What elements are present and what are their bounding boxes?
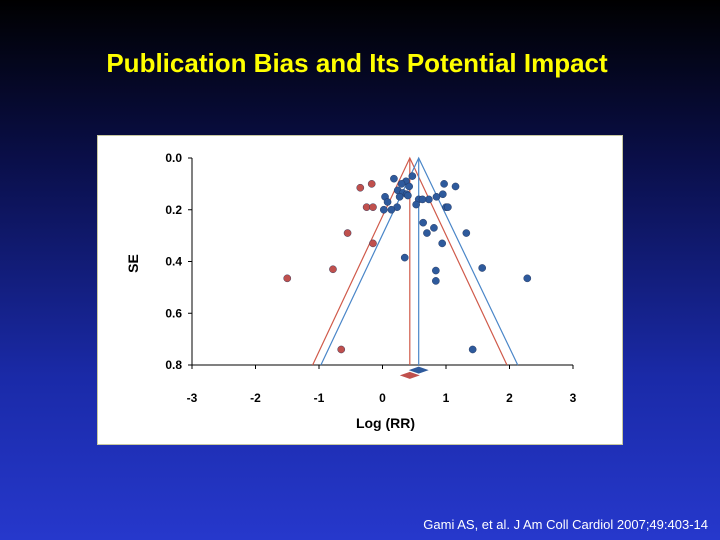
blue-study-point: [423, 229, 431, 237]
blue-study-point: [462, 229, 471, 237]
blue-study-point: [390, 174, 398, 183]
red-study-point: [343, 229, 352, 237]
blue-study-point: [438, 239, 446, 248]
x-tick-label: -3: [187, 391, 198, 405]
x-tick-label: 3: [570, 391, 577, 405]
blue-study-point: [418, 195, 427, 204]
citation: Gami AS, et al. J Am Coll Cardiol 2007;4…: [423, 517, 708, 532]
x-tick-label: -1: [314, 391, 325, 405]
blue-study-point: [395, 193, 404, 201]
blue-study-point: [444, 203, 452, 211]
blue-study-point: [400, 253, 409, 262]
blue-study-point: [432, 193, 441, 201]
blue-study-point: [432, 277, 440, 285]
blue-study-point: [419, 218, 427, 227]
red-study-point: [367, 180, 376, 188]
funnel-plot: 0.0 0.2 0.4 0.6 0.8 -3 -2 -1 0 1 2 3 Log (RR) SE: [97, 135, 623, 445]
y-axis-label: SE: [125, 254, 141, 273]
x-tick-label: -2: [250, 391, 261, 405]
red-pooled-diamond: [399, 371, 420, 379]
blue-study-point: [430, 224, 438, 232]
red-study-point: [362, 203, 371, 211]
red-study-point: [283, 274, 292, 283]
x-tick-label: 1: [443, 391, 450, 405]
blue-study-point: [478, 264, 486, 272]
slide-title: Publication Bias and Its Potential Impac…: [106, 48, 608, 78]
funnel-plot-svg: 0.0 0.2 0.4 0.6 0.8 -3 -2 -1 0 1 2 3 Log (RR) SE: [125, 151, 577, 431]
blue-study-point: [432, 266, 440, 275]
y-tick-label: 0.8: [165, 358, 182, 372]
blue-pooled-diamond: [408, 366, 429, 374]
red-study-point: [329, 265, 337, 274]
y-tick-label: 0.6: [165, 306, 182, 320]
y-tick-label: 0.4: [165, 255, 182, 269]
blue-study-point: [379, 205, 388, 214]
blue-study-point: [387, 205, 396, 214]
blue-study-point: [425, 195, 433, 204]
blue-study-point: [412, 200, 420, 209]
x-tick-label: 0: [379, 391, 386, 405]
blue-study-point: [451, 182, 460, 191]
blue-funnel: [320, 156, 519, 366]
blue-study-point: [397, 180, 406, 188]
blue-study-point: [408, 172, 417, 180]
red-study-point: [337, 345, 346, 354]
red-study-point: [356, 183, 365, 192]
blue-study-point: [404, 191, 412, 200]
red-study-point: [369, 239, 377, 248]
x-axis-label: Log (RR): [356, 415, 415, 431]
blue-study-point: [383, 198, 392, 206]
blue-study-point: [405, 182, 413, 191]
blue-study-point: [439, 190, 447, 199]
y-tick-label: 0.0: [165, 151, 182, 165]
x-tick-label: 2: [506, 391, 513, 405]
blue-study-point: [523, 274, 532, 283]
y-tick-label: 0.2: [165, 203, 182, 217]
red-study-point: [369, 203, 377, 211]
blue-study-point: [468, 345, 477, 354]
blue-study-point: [440, 180, 448, 188]
